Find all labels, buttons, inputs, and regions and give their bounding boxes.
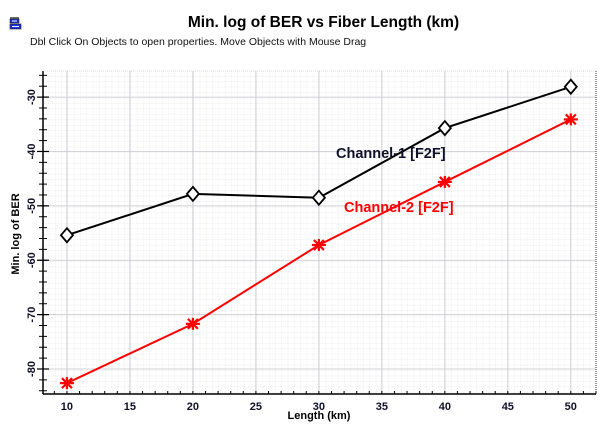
data-point-asterisk[interactable] — [563, 113, 578, 126]
series-layer — [59, 78, 578, 390]
data-point-asterisk[interactable] — [437, 175, 452, 188]
x-tick-label: 30 — [313, 401, 325, 413]
hint-text: Dbl Click On Objects to open properties.… — [30, 36, 367, 48]
x-tick-label: 35 — [376, 401, 388, 413]
asterisk-stroke — [565, 113, 577, 126]
axes — [42, 70, 597, 395]
series-label-channel-2[interactable]: Channel-2 [F2F] — [344, 200, 454, 216]
y-tick-label: -60 — [26, 252, 38, 268]
asterisk-stroke — [439, 176, 451, 188]
series-label-channel-1[interactable]: Channel-1 [F2F] — [336, 146, 446, 162]
plot-background[interactable] — [43, 71, 596, 394]
x-tick-label: 25 — [250, 401, 262, 413]
data-point-diamond[interactable] — [185, 185, 201, 203]
series-2[interactable] — [59, 113, 578, 390]
data-point-diamond[interactable] — [437, 119, 453, 137]
y-tick-label: -80 — [26, 361, 38, 377]
x-tick-label: 45 — [502, 401, 514, 413]
chart-window-icon[interactable] — [9, 17, 22, 30]
x-tick-label: 10 — [61, 401, 73, 413]
asterisk-stroke — [313, 239, 325, 251]
asterisk-stroke — [187, 318, 199, 330]
y-tick-label: -70 — [26, 307, 38, 323]
asterisk-stroke — [61, 377, 73, 389]
data-point-diamond[interactable] — [311, 189, 327, 207]
x-tick-label: 40 — [439, 401, 451, 413]
chart-title[interactable]: Min. log of BER vs Fiber Length (km) — [187, 14, 460, 31]
x-tick-label: 50 — [565, 401, 577, 413]
x-axis-label[interactable]: Length (km) — [288, 410, 351, 422]
data-point-asterisk[interactable] — [311, 239, 326, 252]
x-tick-label: 15 — [124, 401, 136, 413]
x-tick-label: 20 — [187, 401, 199, 413]
x-axis-ticks: 10 15 20 25 30 35 40 45 50 — [53, 391, 597, 413]
y-axis-ticks: -30 -40 -50 -60 -70 -80 — [26, 74, 49, 392]
y-tick-label: -50 — [26, 198, 38, 214]
data-point-asterisk[interactable] — [185, 317, 200, 330]
series-1[interactable] — [59, 78, 578, 244]
y-tick-label: -40 — [26, 144, 38, 160]
data-point-asterisk[interactable] — [59, 377, 74, 390]
y-axis-label[interactable]: Min. log of BER — [10, 193, 22, 274]
data-point-diamond[interactable] — [59, 226, 75, 244]
y-tick-label: -30 — [26, 89, 38, 105]
data-point-diamond[interactable] — [563, 78, 578, 96]
